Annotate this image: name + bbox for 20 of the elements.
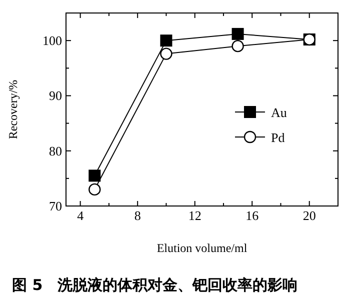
- x-tick-label: 8: [134, 208, 141, 223]
- x-tick-label: 16: [246, 208, 260, 223]
- y-tick-label: 90: [49, 88, 62, 104]
- x-tick-label: 12: [188, 208, 202, 223]
- point: [232, 28, 244, 40]
- point: [88, 183, 101, 196]
- x-tick-label: 4: [77, 208, 84, 223]
- point: [88, 170, 101, 182]
- point: [160, 48, 172, 60]
- y-axis-title: Recovery/%: [6, 80, 20, 140]
- point: [232, 40, 244, 52]
- y-tick-label: 100: [42, 33, 62, 48]
- x-tick-label: 20: [302, 208, 316, 223]
- legend-label: Pd: [271, 130, 286, 145]
- point: [160, 34, 172, 47]
- y-tick-label: 70: [49, 198, 62, 214]
- y-tick-label: 80: [49, 143, 62, 158]
- legend-label: Au: [271, 105, 288, 120]
- caption: 图 5 洗脱液的体积对金、钯回收率的影响: [12, 276, 298, 294]
- x-axis-title: Elution volume/ml: [156, 241, 248, 255]
